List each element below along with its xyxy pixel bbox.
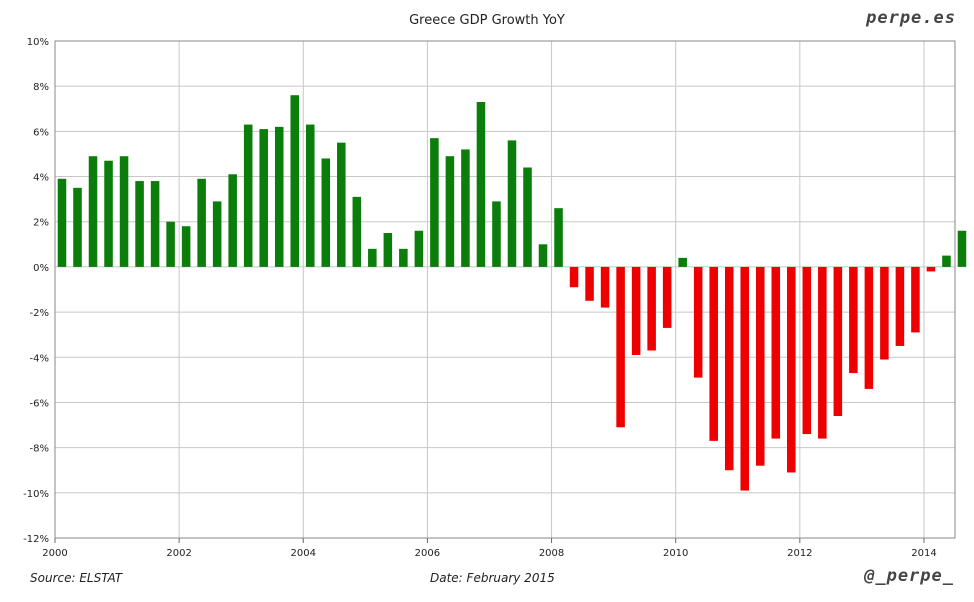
- bar-2013Q2: [880, 266, 889, 360]
- bar-2008Q1: [554, 208, 563, 267]
- y-tick-label: 4%: [33, 173, 49, 184]
- bar-2008Q2: [569, 266, 579, 288]
- author-handle: @_perpe_: [864, 566, 954, 586]
- bar-2000Q2: [73, 187, 82, 267]
- bar-2004Q4: [352, 196, 362, 267]
- y-tick-label: 8%: [33, 82, 49, 93]
- bar-2014Q1: [926, 266, 936, 272]
- bar-2003Q2: [259, 129, 268, 267]
- bar-2002Q3: [212, 201, 222, 267]
- y-tick-label: 0%: [33, 263, 49, 274]
- bar-2012Q4: [849, 266, 858, 374]
- y-tick-label: -6%: [30, 398, 49, 409]
- bar-2012Q3: [833, 266, 843, 417]
- bar-2014Q3: [957, 230, 967, 267]
- bar-2012Q2: [818, 266, 827, 439]
- bar-2004Q1: [305, 124, 315, 267]
- y-axis: -12% -10% -8% -6% -4% -2% 0% 2% 4% 6% 8% 10%: [23, 37, 49, 545]
- bar-2002Q4: [228, 174, 237, 267]
- bar-2010Q3: [709, 266, 718, 441]
- x-tick-label: 2004: [291, 548, 316, 559]
- bar-2005Q1: [368, 248, 377, 267]
- bar-2014Q2: [942, 255, 951, 267]
- bar-2009Q3: [647, 266, 656, 351]
- bar-2005Q3: [399, 248, 408, 267]
- bar-2011Q3: [771, 266, 781, 439]
- bar-2000Q4: [104, 160, 113, 267]
- bar-2001Q3: [150, 181, 160, 267]
- bar-2006Q3: [461, 149, 470, 267]
- bar-2007Q4: [538, 244, 548, 267]
- chart-title: Greece GDP Growth YoY: [409, 13, 565, 28]
- bar-2006Q2: [445, 156, 455, 267]
- bar-2003Q3: [274, 126, 284, 267]
- bar-2009Q4: [662, 266, 672, 328]
- bar-2005Q2: [383, 233, 393, 267]
- x-tick-label: 2012: [787, 548, 812, 559]
- x-tick-label: 2000: [42, 548, 67, 559]
- bar-2002Q2: [197, 178, 206, 267]
- bar-2008Q4: [600, 266, 610, 308]
- bars: [57, 95, 967, 491]
- x-axis: 2000 2002 2004 2006 2008 2010 2012 2014: [42, 538, 937, 559]
- y-tick-label: -8%: [30, 444, 49, 455]
- bar-2010Q4: [724, 266, 734, 471]
- bar-2004Q2: [321, 158, 331, 267]
- x-tick-label: 2014: [911, 548, 936, 559]
- y-tick-label: 2%: [33, 218, 49, 229]
- bar-2009Q2: [631, 266, 641, 356]
- bar-2001Q4: [166, 221, 175, 267]
- bar-2001Q2: [135, 181, 144, 267]
- bar-2000Q1: [57, 178, 67, 267]
- bar-2003Q1: [243, 124, 253, 267]
- bar-2009Q1: [616, 266, 625, 428]
- x-tick-label: 2006: [415, 548, 440, 559]
- source-label: Source: ELSTAT: [30, 571, 123, 585]
- bar-2012Q1: [802, 266, 812, 435]
- bar-2011Q4: [787, 266, 796, 473]
- y-tick-label: 6%: [33, 127, 49, 138]
- x-tick-label: 2010: [663, 548, 688, 559]
- y-tick-label: -12%: [23, 534, 49, 545]
- bar-2007Q2: [507, 140, 517, 267]
- date-label: Date: February 2015: [430, 571, 555, 585]
- bar-2006Q4: [476, 101, 486, 267]
- y-tick-label: -2%: [30, 308, 49, 319]
- y-tick-label: 10%: [27, 37, 49, 48]
- bar-2006Q1: [430, 138, 439, 267]
- bar-2010Q1: [678, 257, 687, 267]
- bar-2000Q3: [88, 156, 98, 267]
- x-tick-label: 2008: [539, 548, 564, 559]
- plot-frame: [54, 40, 956, 539]
- y-tick-label: -10%: [23, 489, 49, 500]
- bar-2013Q1: [864, 266, 874, 389]
- bar-2007Q1: [492, 201, 501, 267]
- bar-2011Q1: [740, 266, 750, 491]
- bar-2010Q2: [693, 266, 703, 378]
- bar-2001Q1: [119, 156, 129, 267]
- bar-2002Q1: [181, 226, 191, 267]
- bar-2013Q3: [895, 266, 905, 346]
- brand-logo: perpe.es: [866, 8, 956, 28]
- bar-2005Q4: [414, 230, 424, 267]
- bar-2013Q4: [911, 266, 920, 333]
- bar-2011Q2: [755, 266, 765, 466]
- bar-2004Q3: [337, 142, 346, 267]
- bar-2003Q4: [290, 95, 300, 267]
- bar-2007Q3: [523, 167, 532, 267]
- y-tick-label: -4%: [30, 353, 49, 364]
- x-tick-label: 2002: [166, 548, 191, 559]
- bar-2008Q3: [585, 266, 594, 301]
